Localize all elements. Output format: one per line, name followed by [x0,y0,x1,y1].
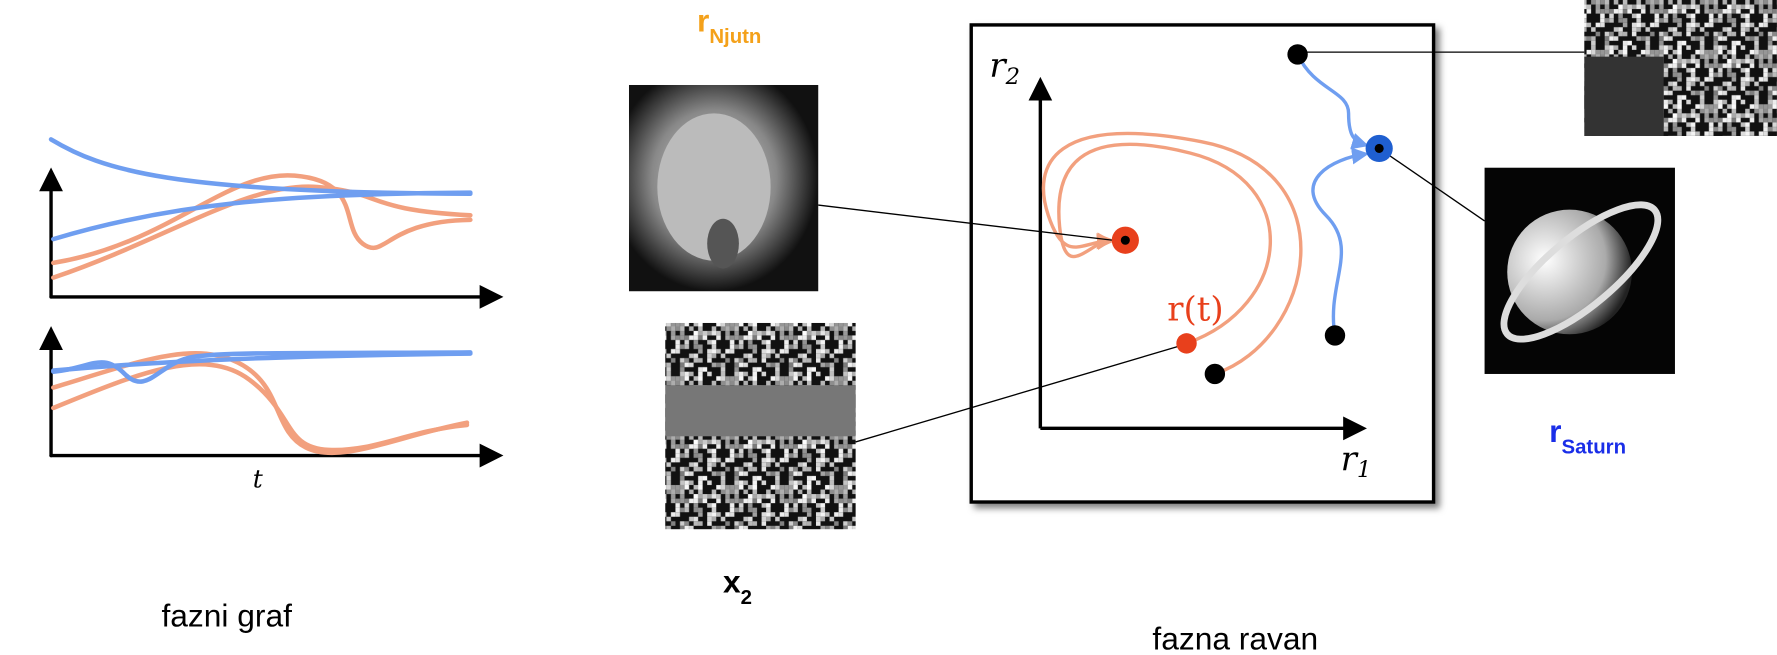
label: rNjutn [697,3,761,48]
saturn-patch [1584,57,1663,136]
axis-label: r1 [11,314,34,348]
axis-label: r2 [11,155,34,189]
axis-label: t [253,464,264,493]
tongue [707,219,739,269]
curve [51,139,470,193]
page: r2 r1 t fazni graf rNjutn x2 rSaturn r2 … [0,0,1777,655]
caption: fazna ravan [1152,620,1318,655]
caption: fazni graf [161,598,292,634]
eyes-strip [665,385,855,436]
point [1325,325,1345,345]
point-core [1375,144,1384,153]
point [1205,364,1225,384]
planet [1507,210,1632,335]
diagram: r2 r1 t fazni graf rNjutn x2 rSaturn r2 … [0,0,1777,655]
point [1176,333,1196,353]
point-core [1121,236,1130,245]
phase-graph: r2 r1 t fazni graf [11,139,498,633]
point [1287,44,1307,64]
label: rSaturn [1549,413,1626,458]
phase-plane: r2 r1 r(t) fazna ravan [818,25,1584,655]
label: x2 [723,564,752,609]
trajectory-label: r(t) [1167,290,1223,330]
